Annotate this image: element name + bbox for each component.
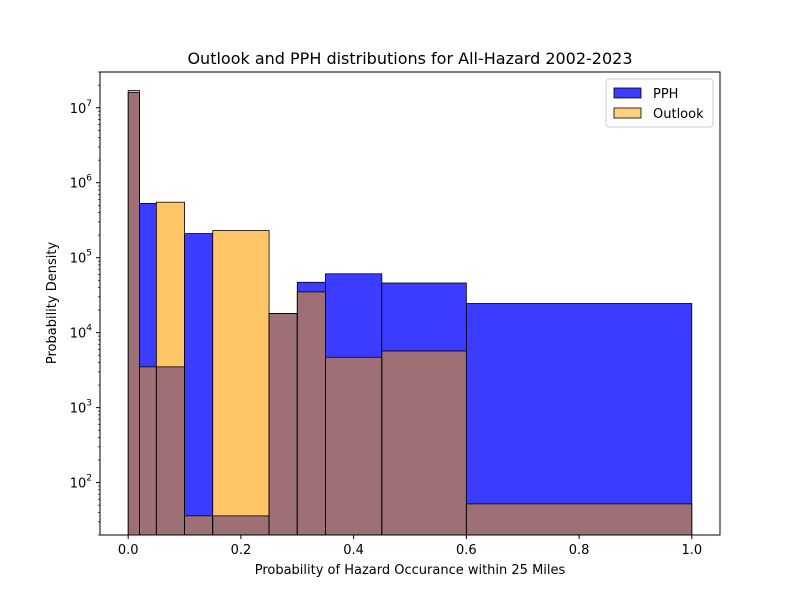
x-tick-label-3: 0.6 — [456, 543, 477, 558]
y-tick-label-0: 102 — [70, 474, 92, 492]
bar-excess-bin-8 — [381, 282, 467, 351]
bar-overlap-bin-7 — [325, 357, 382, 535]
y-axis-label: Probability Density — [45, 242, 60, 365]
legend: PPH Outlook — [605, 78, 714, 128]
x-axis-label: Probability of Hazard Occurance within 2… — [255, 563, 566, 578]
bar-excess-bin-2 — [156, 202, 185, 367]
y-tick-label-4: 106 — [70, 174, 93, 192]
bar-overlap-bin-1 — [139, 366, 157, 535]
plot-frame — [99, 71, 721, 536]
y-tick-label-3: 105 — [70, 249, 92, 267]
bars-layer — [127, 90, 693, 536]
y-tick-label-1: 103 — [70, 399, 92, 417]
y-tick-label-5: 107 — [70, 99, 92, 117]
bar-overlap-bin-0 — [128, 92, 140, 536]
bar-overlap-bin-6 — [297, 291, 326, 535]
bar-excess-bin-1 — [139, 203, 157, 367]
axes-layer: 0.0 0.2 0.4 0.6 0.8 1.0 102 103 104 105 106 107 — [70, 71, 721, 558]
legend-label-pph: PPH — [653, 87, 678, 102]
x-tick-label-0: 0.0 — [118, 543, 139, 558]
bar-excess-bin-3 — [184, 233, 213, 516]
bar-excess-bin-9 — [466, 303, 692, 504]
legend-label-outlook: Outlook — [653, 107, 704, 122]
bar-overlap-bin-2 — [156, 366, 185, 535]
chart-title: Outlook and PPH distributions for All-Ha… — [187, 49, 632, 68]
bar-excess-bin-7 — [325, 273, 382, 358]
y-tick-label-2: 104 — [70, 324, 93, 342]
x-tick-label-2: 0.4 — [343, 543, 364, 558]
bar-overlap-bin-8 — [381, 350, 467, 535]
x-tick-label-5: 1.0 — [681, 543, 702, 558]
bar-overlap-bin-9 — [466, 503, 692, 535]
bar-excess-bin-4 — [212, 230, 270, 516]
x-tick-label-4: 0.8 — [569, 543, 590, 558]
bar-overlap-bin-5 — [269, 313, 298, 535]
bar-overlap-bin-3 — [184, 515, 213, 535]
legend-swatch-pph — [613, 87, 642, 99]
x-tick-label-1: 0.2 — [231, 543, 252, 558]
bar-overlap-bin-4 — [212, 515, 270, 535]
bar-excess-bin-0 — [128, 90, 140, 93]
legend-swatch-outlook — [613, 107, 642, 119]
bar-excess-bin-6 — [297, 282, 326, 292]
